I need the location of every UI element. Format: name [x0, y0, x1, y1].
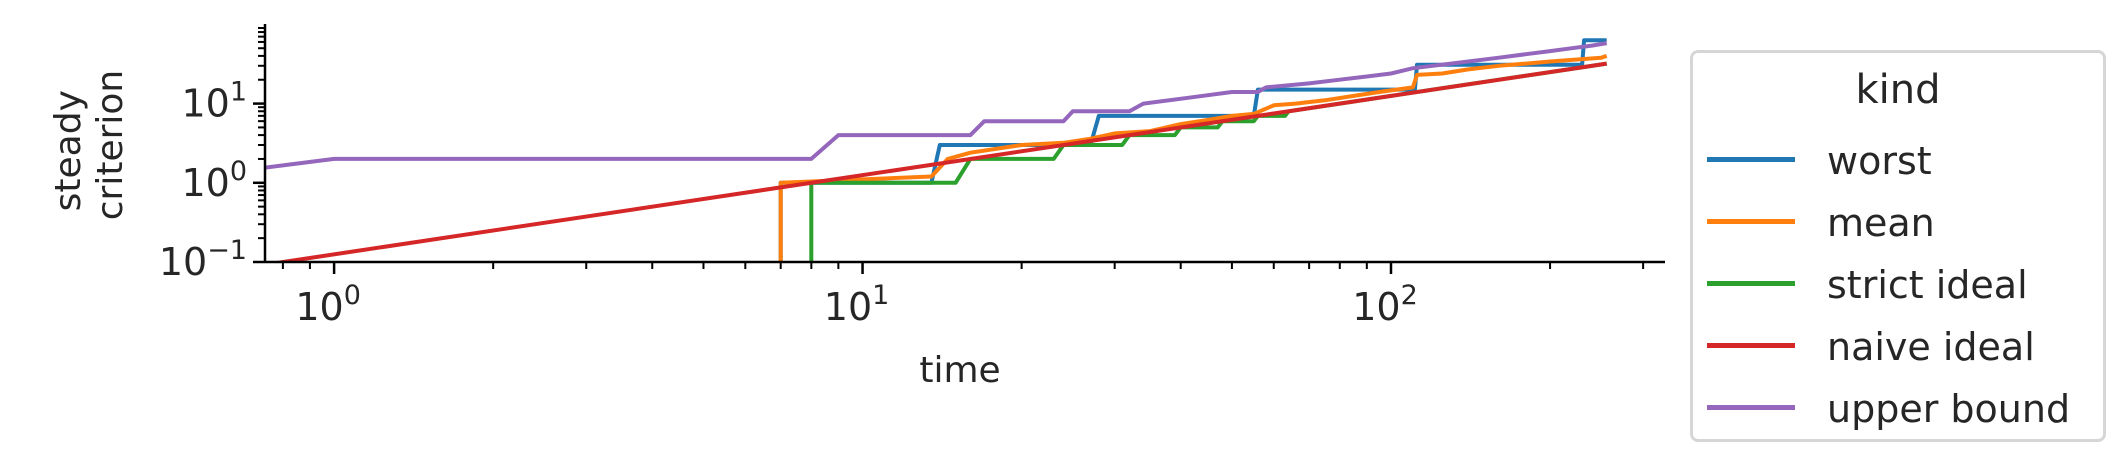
legend-label: naive ideal [1827, 325, 2035, 369]
chart-legend: kind worst mean strict ideal naive ideal upp… [1690, 50, 2106, 442]
legend-item-naive-ideal: naive ideal [1707, 319, 2097, 375]
x-tick-label: 101 [824, 280, 890, 329]
axes [263, 24, 1665, 264]
series-line-upper-bound [265, 41, 1608, 170]
legend-item-strict-ideal: strict ideal [1707, 257, 2097, 313]
series-line-naive-ideal [269, 61, 1607, 262]
x-tick-label: 100 [295, 280, 361, 329]
x-tick-group: 100 101 102 [281, 262, 1645, 329]
legend-swatch [1707, 157, 1795, 162]
x-tick-label: 102 [1352, 280, 1418, 329]
legend-swatch [1707, 219, 1795, 224]
line-chart: 100 101 102 10−1 100 101 time steady criteri… [48, 24, 1665, 391]
y-axis-label: steady criterion [48, 70, 131, 221]
y-tick-group: 10−1 100 101 [159, 27, 265, 284]
x-axis-label: time [919, 350, 1000, 391]
legend-item-worst: worst [1707, 133, 2097, 189]
legend-swatch [1707, 343, 1795, 348]
series-line-mean [778, 54, 1608, 262]
legend-item-mean: mean [1707, 195, 2097, 251]
series-line-worst [778, 38, 1607, 262]
plot-lines [265, 38, 1608, 262]
y-tick-label: 100 [181, 156, 247, 205]
legend-label: mean [1827, 201, 1935, 245]
legend-label: worst [1827, 139, 1932, 183]
legend-swatch [1707, 281, 1795, 286]
y-axis-label-line-2: criterion [90, 70, 131, 221]
y-axis-label-line-1: steady [48, 90, 89, 211]
legend-swatch [1707, 405, 1795, 410]
legend-item-upper-bound: upper bound [1707, 381, 2097, 437]
legend-label: strict ideal [1827, 263, 2028, 307]
y-tick-label: 10−1 [159, 235, 247, 284]
y-tick-label: 101 [181, 77, 247, 126]
legend-title: kind [1855, 67, 1941, 113]
legend-label: upper bound [1827, 387, 2071, 431]
